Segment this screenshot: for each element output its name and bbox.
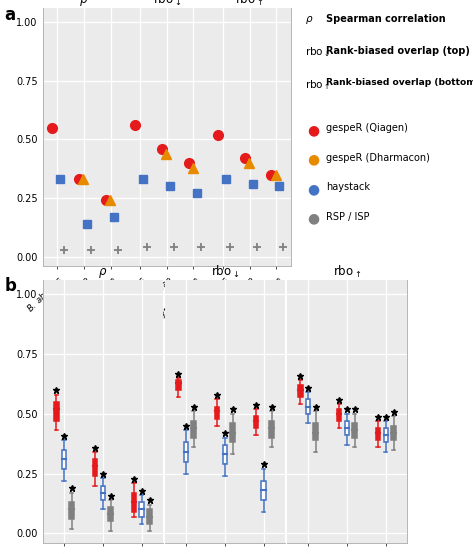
- Text: $\rho$: $\rho$: [305, 14, 314, 26]
- Bar: [101, 485, 105, 500]
- Bar: [108, 507, 113, 521]
- Bar: [345, 421, 349, 435]
- Bar: [314, 423, 318, 440]
- Bar: [176, 380, 181, 390]
- Title: $\rho$: $\rho$: [98, 266, 107, 280]
- Title: rbo$_\downarrow$: rbo$_\downarrow$: [152, 0, 181, 8]
- Text: b: b: [5, 277, 17, 295]
- Bar: [337, 409, 342, 421]
- Bar: [184, 443, 188, 461]
- Bar: [70, 502, 74, 519]
- Text: gespeR (Qiagen): gespeR (Qiagen): [326, 123, 408, 133]
- Text: haystack: haystack: [326, 182, 370, 192]
- Text: Spearman correlation: Spearman correlation: [326, 14, 446, 24]
- Title: rbo$_\downarrow$: rbo$_\downarrow$: [210, 264, 239, 280]
- Bar: [215, 407, 219, 418]
- Bar: [384, 428, 388, 443]
- Bar: [298, 385, 303, 397]
- Bar: [230, 423, 235, 443]
- Bar: [131, 493, 136, 512]
- Title: rbo$_\uparrow$: rbo$_\uparrow$: [235, 0, 264, 8]
- Bar: [352, 423, 357, 438]
- Text: Rank-biased overlap (top): Rank-biased overlap (top): [326, 46, 470, 56]
- Bar: [54, 402, 59, 421]
- Bar: [254, 416, 258, 428]
- Bar: [140, 502, 144, 516]
- Text: ●: ●: [307, 123, 320, 137]
- Bar: [376, 428, 380, 440]
- Bar: [147, 510, 152, 524]
- Text: gespeR (Dharmacon): gespeR (Dharmacon): [326, 153, 430, 163]
- Bar: [269, 421, 274, 438]
- Text: RSP / ISP: RSP / ISP: [326, 212, 370, 222]
- Bar: [93, 459, 97, 476]
- Text: a: a: [5, 6, 16, 23]
- Title: $\rho$: $\rho$: [79, 0, 88, 8]
- Text: ●: ●: [307, 153, 320, 167]
- Bar: [262, 481, 266, 500]
- Bar: [306, 399, 310, 414]
- Text: rbo$_\uparrow$: rbo$_\uparrow$: [305, 78, 331, 92]
- Bar: [192, 421, 196, 438]
- Text: ●: ●: [307, 182, 320, 196]
- Text: rbo$_\downarrow$: rbo$_\downarrow$: [305, 46, 331, 59]
- Bar: [391, 425, 396, 440]
- Bar: [61, 450, 66, 469]
- Text: ●: ●: [307, 212, 320, 226]
- Bar: [223, 445, 227, 464]
- Title: rbo$_\uparrow$: rbo$_\uparrow$: [333, 264, 361, 280]
- Text: Rank-biased overlap (bottom): Rank-biased overlap (bottom): [326, 78, 473, 87]
